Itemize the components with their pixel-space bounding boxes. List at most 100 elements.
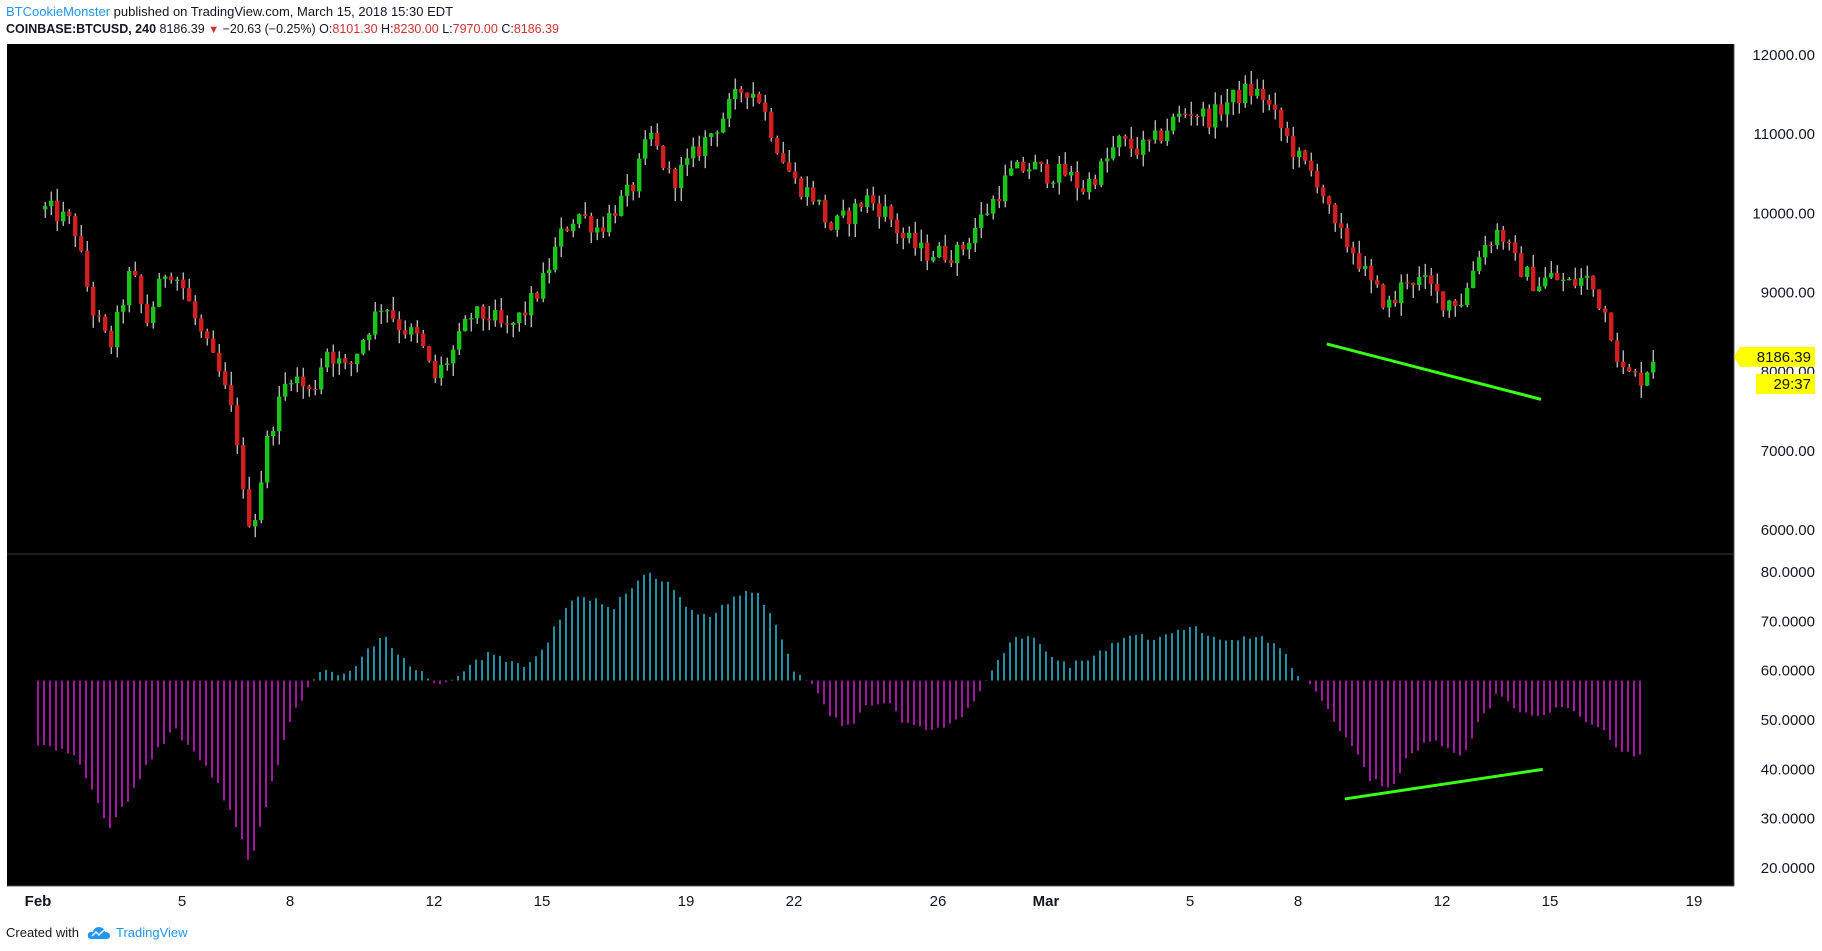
candle[interactable] xyxy=(1297,147,1302,168)
candle[interactable] xyxy=(151,301,156,329)
author-link[interactable]: BTCookieMonster xyxy=(6,4,111,19)
candle[interactable] xyxy=(1201,101,1206,127)
candle[interactable] xyxy=(817,199,822,206)
candle[interactable] xyxy=(1567,277,1572,281)
candle[interactable] xyxy=(853,198,858,238)
candle[interactable] xyxy=(1357,240,1362,272)
candle[interactable] xyxy=(1117,134,1122,157)
candle[interactable] xyxy=(679,156,684,202)
candle[interactable] xyxy=(1555,265,1560,281)
candle[interactable] xyxy=(541,262,546,303)
candle[interactable] xyxy=(889,204,894,228)
candle[interactable] xyxy=(169,272,174,284)
candle[interactable] xyxy=(625,174,630,207)
candle[interactable] xyxy=(1651,349,1656,379)
candle[interactable] xyxy=(607,204,612,237)
candle[interactable] xyxy=(973,217,978,253)
candle[interactable] xyxy=(811,180,816,205)
candle[interactable] xyxy=(1003,164,1008,208)
candle[interactable] xyxy=(1207,104,1212,135)
candle[interactable] xyxy=(727,93,732,128)
candle[interactable] xyxy=(691,137,696,168)
candle[interactable] xyxy=(193,295,198,326)
candle[interactable] xyxy=(1591,275,1596,297)
candle[interactable] xyxy=(1549,261,1554,280)
candle[interactable] xyxy=(901,227,906,250)
time-axis-panel[interactable] xyxy=(7,886,1734,911)
candle[interactable] xyxy=(649,125,654,147)
candle[interactable] xyxy=(1153,120,1158,144)
candle[interactable] xyxy=(109,325,114,355)
candle[interactable] xyxy=(1189,101,1194,126)
candle[interactable] xyxy=(79,224,84,253)
candle[interactable] xyxy=(781,141,786,164)
candle[interactable] xyxy=(697,135,702,161)
candle[interactable] xyxy=(235,397,240,455)
candle[interactable] xyxy=(289,379,294,391)
price-axis-panel[interactable] xyxy=(1734,44,1822,910)
candle[interactable] xyxy=(1489,241,1494,254)
candle[interactable] xyxy=(529,286,534,328)
candle[interactable] xyxy=(1051,180,1056,188)
candle[interactable] xyxy=(733,78,738,110)
candle[interactable] xyxy=(1237,80,1242,114)
candle[interactable] xyxy=(1411,282,1416,299)
symbol-label[interactable]: COINBASE:BTCUSD, 240 xyxy=(6,22,157,36)
candle[interactable] xyxy=(1399,274,1404,316)
candle[interactable] xyxy=(919,229,924,262)
candle[interactable] xyxy=(421,329,426,348)
candle[interactable] xyxy=(1429,268,1434,296)
candle[interactable] xyxy=(1159,128,1164,144)
candle[interactable] xyxy=(505,315,510,334)
candle[interactable] xyxy=(43,202,48,218)
candle[interactable] xyxy=(823,194,828,229)
candle[interactable] xyxy=(199,314,204,338)
candle[interactable] xyxy=(1483,235,1488,265)
candle[interactable] xyxy=(913,221,918,256)
candle[interactable] xyxy=(187,278,192,302)
candle[interactable] xyxy=(1645,371,1650,386)
candle[interactable] xyxy=(601,216,606,239)
candle[interactable] xyxy=(745,92,750,110)
candle[interactable] xyxy=(97,309,102,323)
candle[interactable] xyxy=(331,344,336,377)
candle[interactable] xyxy=(1261,79,1266,113)
candle[interactable] xyxy=(655,123,660,150)
candle[interactable] xyxy=(253,514,258,538)
candle[interactable] xyxy=(997,186,1002,209)
candle[interactable] xyxy=(337,351,342,375)
candle[interactable] xyxy=(451,345,456,376)
candle[interactable] xyxy=(1183,108,1188,118)
candle[interactable] xyxy=(487,305,492,331)
candle[interactable] xyxy=(343,353,348,370)
candle[interactable] xyxy=(1405,273,1410,290)
candle[interactable] xyxy=(949,250,954,268)
candle[interactable] xyxy=(673,167,678,202)
candle[interactable] xyxy=(1543,267,1548,289)
candle[interactable] xyxy=(553,237,558,273)
candle[interactable] xyxy=(1021,156,1026,173)
candle[interactable] xyxy=(301,367,306,399)
candle[interactable] xyxy=(403,320,408,339)
candle[interactable] xyxy=(1099,158,1104,188)
candle[interactable] xyxy=(307,384,312,397)
candle[interactable] xyxy=(589,212,594,243)
candle[interactable] xyxy=(1063,152,1068,177)
candle[interactable] xyxy=(1621,350,1626,375)
candle[interactable] xyxy=(859,202,864,212)
candle[interactable] xyxy=(925,234,930,271)
candle[interactable] xyxy=(1243,75,1248,108)
candle[interactable] xyxy=(283,372,288,401)
candle[interactable] xyxy=(931,250,936,263)
candle[interactable] xyxy=(763,94,768,121)
candle[interactable] xyxy=(979,202,984,239)
candle[interactable] xyxy=(349,361,354,377)
candle[interactable] xyxy=(1477,250,1482,275)
candle[interactable] xyxy=(661,145,666,171)
candle[interactable] xyxy=(1129,126,1134,157)
candle[interactable] xyxy=(439,356,444,386)
candle[interactable] xyxy=(565,226,570,233)
candle[interactable] xyxy=(793,162,798,184)
candle[interactable] xyxy=(1351,241,1356,265)
candle[interactable] xyxy=(481,304,486,331)
